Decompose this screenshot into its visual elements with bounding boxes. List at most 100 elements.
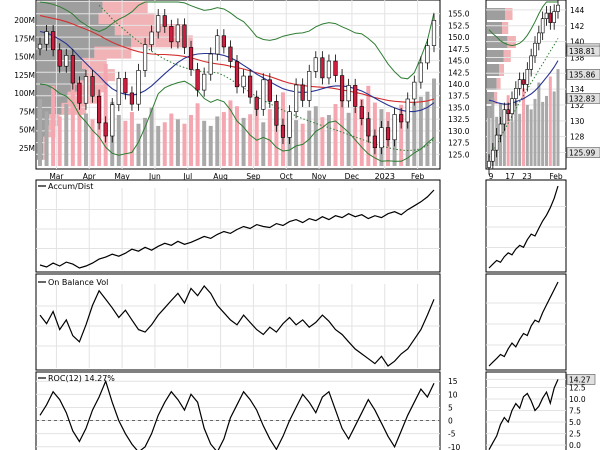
volume-bar — [77, 94, 82, 166]
price-tick-label: 147.5 — [448, 45, 470, 54]
candle-body — [267, 79, 272, 102]
zoom-price-label-box — [566, 147, 600, 158]
zoom-obv-grid — [486, 302, 566, 346]
zoom-roc-tick-label: 5.0 — [569, 418, 581, 427]
volume-bar — [340, 95, 345, 166]
zoom-volume-bar — [514, 100, 518, 166]
volume-profile-grey-bar — [37, 80, 78, 93]
volume-bar — [64, 104, 69, 166]
candle-body — [313, 57, 318, 72]
zoom-volume-profile-red-bar — [505, 8, 513, 20]
volume-bar — [57, 116, 62, 166]
roc-tick-label: 15 — [448, 377, 458, 386]
zoom-volume-bar — [537, 82, 541, 166]
candle-body — [208, 53, 213, 75]
obv-line — [39, 285, 435, 367]
volume-bar — [261, 122, 266, 166]
candle-body — [418, 62, 423, 83]
candle-body — [274, 101, 279, 126]
zoom-roc-tick-label: 0.0 — [569, 441, 581, 450]
roc-tick-label: 5 — [448, 403, 453, 412]
month-label: Jul — [182, 172, 192, 181]
zoom-candle-body — [517, 79, 522, 89]
zoom-volume-bar — [529, 109, 533, 166]
volume-bar — [136, 123, 141, 166]
obv-frame — [35, 273, 441, 371]
volume-profile-grey-bar — [37, 35, 132, 48]
volume-tick-label: 25M — [19, 144, 35, 153]
volume-profile-red-bar — [98, 12, 156, 25]
candle-body — [51, 31, 56, 51]
accum-dist-legend: Accum/Dist — [38, 182, 93, 191]
volume-bar — [51, 85, 56, 166]
volume-bar — [143, 117, 148, 166]
volume-bar — [294, 120, 299, 166]
candle-body — [77, 82, 82, 104]
volume-bar — [353, 107, 358, 166]
candle-body — [379, 127, 384, 149]
zoom-price-tick-label: 128 — [570, 133, 585, 142]
volume-tick-label: 100M — [14, 89, 35, 98]
month-label: Feb — [411, 172, 425, 181]
zoom-candle-body — [521, 79, 526, 85]
volume-bar — [103, 63, 108, 167]
candle-body — [142, 44, 148, 71]
volume-bar — [254, 97, 259, 166]
candle-body — [221, 35, 226, 48]
volume-bar — [44, 111, 49, 166]
candle-body — [412, 81, 417, 100]
volume-bar — [182, 123, 187, 166]
zoom-volume-profile-grey-bar — [487, 78, 497, 90]
obv-legend: On Balance Vol — [38, 278, 108, 287]
candle-body — [182, 24, 187, 48]
price-x-axis: Mar Apr May Jun Jul Aug Sep Oct Nov Dec 2023 Feb — [49, 172, 424, 181]
volume-bar — [359, 98, 364, 166]
zoom-volume-bar — [491, 97, 495, 166]
zoom-accum-frame — [485, 179, 567, 273]
zoom-price-x-axis: 9 17 23 Feb — [489, 172, 563, 181]
volume-bar — [90, 119, 95, 166]
zoom-volume-profile-grey-bar — [487, 8, 505, 20]
zoom-price-label-box — [566, 93, 600, 104]
zoom-volume-profile-red-bar — [499, 64, 504, 76]
zoom-candle-body — [487, 160, 491, 168]
zoom-accum-series — [488, 185, 559, 269]
volume-bar — [432, 78, 436, 166]
zoom-price-tick-label: 142 — [570, 22, 585, 31]
month-label: Apr — [83, 172, 97, 181]
candle-body — [97, 95, 102, 124]
zoom-candle-body — [537, 32, 541, 44]
month-label: Mar — [49, 172, 64, 181]
candle-body — [254, 96, 259, 110]
month-label: Dec — [345, 172, 360, 181]
zoom-candle-body — [491, 149, 495, 162]
zoom-volume-profile-red-bar — [496, 78, 501, 90]
zoom-candle-body — [510, 98, 514, 115]
bollinger-lower-line — [39, 80, 435, 162]
candle-body — [280, 124, 286, 138]
candle-body — [136, 70, 141, 105]
volume-tick-label: 175M — [14, 34, 35, 43]
zoom-volume-bar — [522, 88, 525, 166]
zoom-roc-tick-label: 2.5 — [569, 430, 581, 439]
zoom-sma-line — [488, 60, 559, 105]
volume-bar — [346, 112, 351, 166]
zoom-accum-panel — [485, 179, 567, 273]
volume-bar — [195, 103, 200, 166]
price-panel: 155.0 152.5 150.0 147.5 145.0 142.5 140.0 137.5… — [14, 0, 470, 181]
zoom-volume-profile-grey-bar — [487, 92, 495, 104]
candle-body — [57, 49, 62, 67]
candle-body — [359, 106, 364, 119]
zoom-parabolic-line — [488, 38, 559, 158]
obv-label: On Balance Vol — [48, 278, 108, 287]
roc-panel: 15 10 5 0 -5 -10 ROC(12) 14.27% — [35, 371, 460, 450]
zoom-volume-profile-grey-bar — [487, 50, 504, 62]
zoom-price-label: 135.86 — [569, 70, 595, 79]
volume-bar — [175, 119, 180, 166]
zoom-bollinger-line — [488, 1, 558, 47]
volume-bar — [149, 107, 154, 166]
zoom-obv-line — [488, 281, 559, 367]
roc-legend: ROC(12) 14.27% — [38, 374, 115, 383]
volume-bar — [313, 106, 318, 166]
candle-body — [372, 135, 378, 149]
